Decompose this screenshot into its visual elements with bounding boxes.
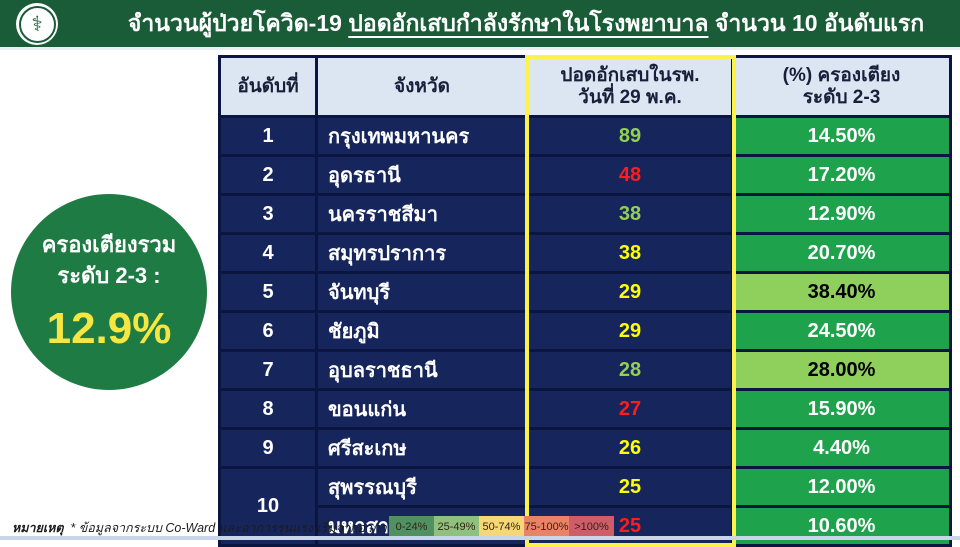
header-bar: ⚕ จำนวนผู้ป่วยโควิด-19 ปอดอักเสบกำลังรัก… <box>0 0 960 50</box>
cases-cell: 48 <box>529 157 731 193</box>
title-post: จำนวน 10 อันดับแรก <box>708 9 925 36</box>
occupancy-cell: 24.50% <box>734 313 949 349</box>
cases-cell: 38 <box>529 235 731 271</box>
rank-cell: 9 <box>221 430 315 466</box>
cases-cell: 28 <box>529 352 731 388</box>
summary-line1: ครองเตียงรวม <box>41 232 177 258</box>
legend-item: >100% <box>569 516 614 537</box>
cases-cell: 25 <box>529 469 731 505</box>
title-underlined: ปอดอักเสบกำลังรักษาในโรงพยาบาล <box>348 9 709 36</box>
legend-item: 25-49% <box>434 516 479 537</box>
title-pre: จำนวนผู้ป่วยโควิด-19 <box>127 9 349 36</box>
occupancy-color-legend: 0-24% 25-49% 50-74% 75-100% >100% <box>389 516 614 537</box>
rank-cell: 8 <box>221 391 315 427</box>
occupancy-cell: 20.70% <box>734 235 949 271</box>
rank-cell: 4 <box>221 235 315 271</box>
province-cell: ชัยภูมิ <box>318 313 526 349</box>
page-title: จำนวนผู้ป่วยโควิด-19 ปอดอักเสบกำลังรักษา… <box>92 6 960 42</box>
rank-cell: 10 <box>221 469 315 544</box>
legend-item: 0-24% <box>389 516 434 537</box>
column-header-occupancy-line2: ระดับ 2-3 <box>802 86 881 108</box>
province-cell: ขอนแก่น <box>318 391 526 427</box>
province-cell: ศรีสะเกษ <box>318 430 526 466</box>
province-cell: กรุงเทพมหานคร <box>318 118 526 154</box>
occupancy-cell: 15.90% <box>734 391 949 427</box>
top10-provinces-table: อันดับที่ จังหวัด ปอดอักเสบในรพ. วันที่ … <box>218 55 952 547</box>
cases-cell: 29 <box>529 313 731 349</box>
caduceus-icon: ⚕ <box>18 5 56 43</box>
column-header-occupancy-line1: (%) ครองเตียง <box>782 64 901 86</box>
footnote-label: หมายเหตุ <box>12 521 64 535</box>
legend-item: 50-74% <box>479 516 524 537</box>
province-cell: สมุทรปราการ <box>318 235 526 271</box>
occupancy-cell: 17.20% <box>734 157 949 193</box>
cases-cell: 89 <box>529 118 731 154</box>
rank-cell: 6 <box>221 313 315 349</box>
moph-logo: ⚕ <box>16 3 58 45</box>
province-cell: อุดรธานี <box>318 157 526 193</box>
rank-cell: 5 <box>221 274 315 310</box>
province-cell: อุบลราชธานี <box>318 352 526 388</box>
column-header-province-label: จังหวัด <box>394 75 450 97</box>
bed-occupancy-summary-circle: ครองเตียงรวม ระดับ 2-3 : 12.9% <box>11 194 207 390</box>
rank-cell: 3 <box>221 196 315 232</box>
rank-cell: 1 <box>221 118 315 154</box>
summary-value: 12.9% <box>46 303 172 353</box>
occupancy-cell: 4.40% <box>734 430 949 466</box>
occupancy-cell: 12.00% <box>734 469 949 505</box>
column-header-rank-label: อันดับที่ <box>237 75 299 97</box>
cases-cell: 29 <box>529 274 731 310</box>
occupancy-cell: 28.00% <box>734 352 949 388</box>
column-header-pneumonia-line1: ปอดอักเสบในรพ. <box>560 64 700 86</box>
province-cell: จันทบุรี <box>318 274 526 310</box>
province-cell: สุพรรณบุรี <box>318 469 526 505</box>
occupancy-cell: 38.40% <box>734 274 949 310</box>
summary-line2: ระดับ 2-3 : <box>57 263 161 288</box>
legend-item: 75-100% <box>524 516 569 537</box>
column-header-pneumonia-line2: วันที่ 29 พ.ค. <box>578 86 682 108</box>
column-header-pneumonia: ปอดอักเสบในรพ. วันที่ 29 พ.ค. <box>529 58 731 115</box>
rank-cell: 7 <box>221 352 315 388</box>
column-header-occupancy: (%) ครองเตียง ระดับ 2-3 <box>734 58 949 115</box>
rank-cell: 2 <box>221 157 315 193</box>
bottom-edge-strip <box>0 536 960 540</box>
occupancy-cell: 12.90% <box>734 196 949 232</box>
cases-cell: 38 <box>529 196 731 232</box>
column-header-province: จังหวัด <box>318 58 526 115</box>
cases-cell: 27 <box>529 391 731 427</box>
cases-cell: 26 <box>529 430 731 466</box>
province-cell: นครราชสีมา <box>318 196 526 232</box>
column-header-rank: อันดับที่ <box>221 58 315 115</box>
occupancy-cell: 14.50% <box>734 118 949 154</box>
